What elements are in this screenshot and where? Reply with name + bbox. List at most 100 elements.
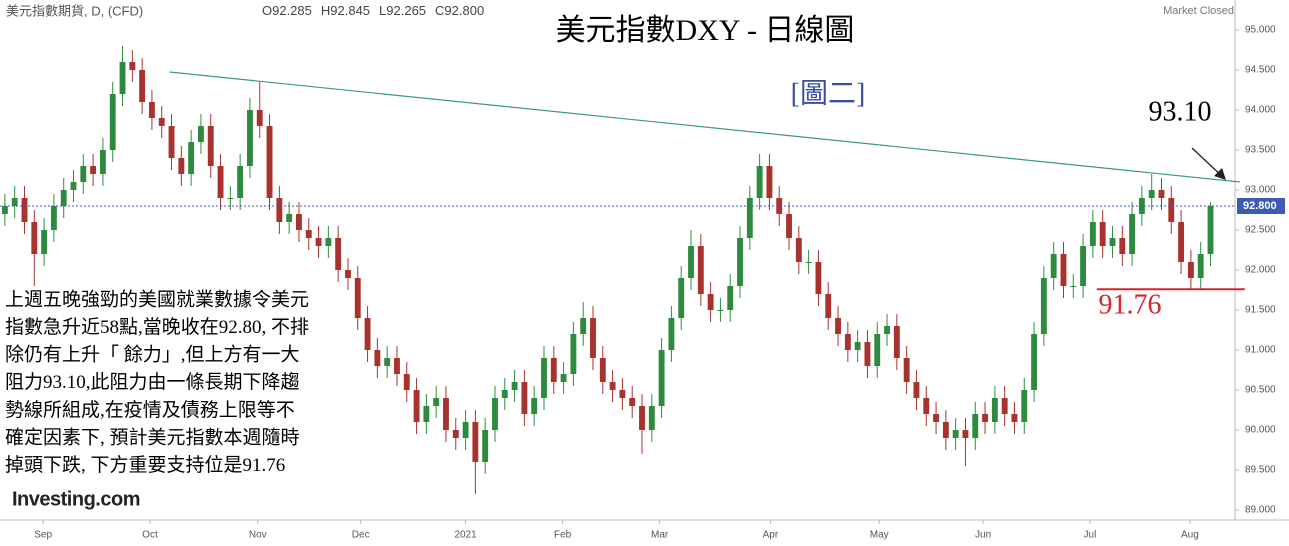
- current-price-label: 92.800: [1243, 200, 1277, 212]
- candle-body: [109, 94, 116, 150]
- candle-body: [874, 334, 881, 366]
- chart-title: 美元指數DXY - 日線圖: [556, 14, 855, 47]
- x-tick-label: Sep: [34, 530, 52, 541]
- candle-body: [590, 318, 596, 358]
- candle-body: [1158, 190, 1165, 198]
- candle-body: [678, 278, 685, 318]
- candle-body: [835, 318, 841, 334]
- candle-body: [139, 70, 146, 102]
- candle-body: [1060, 254, 1067, 286]
- instrument-name: 美元指數期貨, D, (CFD): [6, 3, 143, 18]
- candle-body: [884, 326, 890, 334]
- candle-body: [991, 398, 998, 422]
- x-tick-label: Jul: [1084, 530, 1097, 541]
- x-tick-label: Jun: [975, 530, 991, 541]
- candle-body: [168, 126, 175, 158]
- candle-body: [482, 430, 489, 462]
- ohlc-item: L92.265: [379, 3, 426, 18]
- candle-body: [599, 358, 606, 382]
- candle-body: [854, 342, 861, 350]
- candle-body: [11, 198, 18, 206]
- candle-body: [1148, 190, 1155, 198]
- candle-body: [217, 166, 224, 198]
- candle-body: [1011, 414, 1018, 422]
- candle-body: [1109, 238, 1116, 246]
- x-tick-label: Aug: [1181, 530, 1199, 541]
- candle-body: [1187, 262, 1194, 278]
- candle-body: [364, 318, 371, 350]
- ohlc-item: C92.800: [435, 3, 484, 18]
- candle-body: [697, 246, 704, 294]
- candle-body: [815, 262, 822, 294]
- candle-body: [786, 214, 792, 238]
- candle-body: [197, 126, 204, 142]
- candle-body: [80, 166, 87, 182]
- candle-body: [531, 398, 538, 414]
- y-tick-label: 93.500: [1245, 145, 1276, 156]
- candle-body: [805, 262, 812, 263]
- candle-body: [41, 230, 48, 254]
- y-tick-label: 91.000: [1245, 345, 1276, 356]
- candle-body: [1021, 390, 1028, 422]
- resistance-label: 93.10: [1149, 96, 1212, 127]
- annotation-line: 指數急升近58點,當晚收在92.80, 不排: [5, 316, 309, 338]
- candle-body: [423, 406, 430, 422]
- market-status: Market Closed: [1163, 5, 1234, 17]
- candle-body: [266, 126, 273, 198]
- candle-body: [756, 166, 763, 198]
- candle-body: [737, 238, 743, 286]
- candle-body: [472, 422, 479, 462]
- candle-body: [413, 390, 420, 422]
- y-tick-label: 90.500: [1245, 385, 1276, 396]
- candle-body: [511, 382, 518, 390]
- candle-body: [1031, 334, 1038, 390]
- x-tick-label: Dec: [352, 530, 370, 541]
- overlays: 92.800 93.10 91.76: [0, 71, 1285, 321]
- annotation-line: 上週五晚強勁的美國就業數據令美元: [5, 288, 309, 310]
- candle-body: [550, 358, 557, 382]
- ohlc-item: O92.285: [262, 3, 312, 18]
- y-tick-label: 91.500: [1245, 305, 1276, 316]
- candle-body: [1168, 198, 1175, 222]
- candle-body: [1089, 222, 1096, 246]
- candle-body: [247, 110, 253, 166]
- candle-body: [452, 430, 459, 438]
- candle-body: [521, 382, 528, 414]
- candle-body: [560, 374, 567, 382]
- candle-body: [433, 398, 440, 406]
- x-tick-label: Oct: [142, 530, 158, 541]
- annotation-line: 除仍有上升「 餘力」,但上方有一大: [5, 344, 300, 366]
- candle-body: [844, 334, 851, 350]
- annotation-line: 阻力93.10,此阻力由一條長期下降趨: [5, 371, 300, 393]
- candle-body: [648, 406, 655, 430]
- candle-body: [639, 406, 645, 430]
- candle-body: [942, 422, 949, 438]
- candle-body: [1, 206, 8, 214]
- candle-body: [60, 190, 67, 206]
- x-tick-label: Nov: [249, 530, 267, 541]
- candle-body: [129, 62, 136, 70]
- candle-body: [658, 350, 665, 406]
- y-tick-label: 92.500: [1245, 225, 1276, 236]
- candle-body: [296, 214, 302, 230]
- support-label: 91.76: [1099, 290, 1162, 321]
- x-tick-label: Feb: [554, 530, 572, 541]
- candle-body: [1207, 206, 1214, 254]
- candle-body: [403, 374, 410, 390]
- arrow-head: [1214, 168, 1226, 180]
- x-tick-label: Mar: [651, 530, 669, 541]
- candle-body: [972, 414, 979, 438]
- trendline: [169, 71, 1240, 183]
- candle-body: [315, 238, 322, 246]
- candle-body: [374, 350, 381, 366]
- candle-body: [962, 430, 969, 438]
- candle-body: [1099, 222, 1106, 246]
- candle-body: [188, 142, 195, 174]
- candle-body: [727, 286, 734, 310]
- candle-body: [717, 310, 724, 311]
- subtitle: [圖二]: [791, 78, 866, 109]
- ohlc-item: H92.845: [321, 3, 370, 18]
